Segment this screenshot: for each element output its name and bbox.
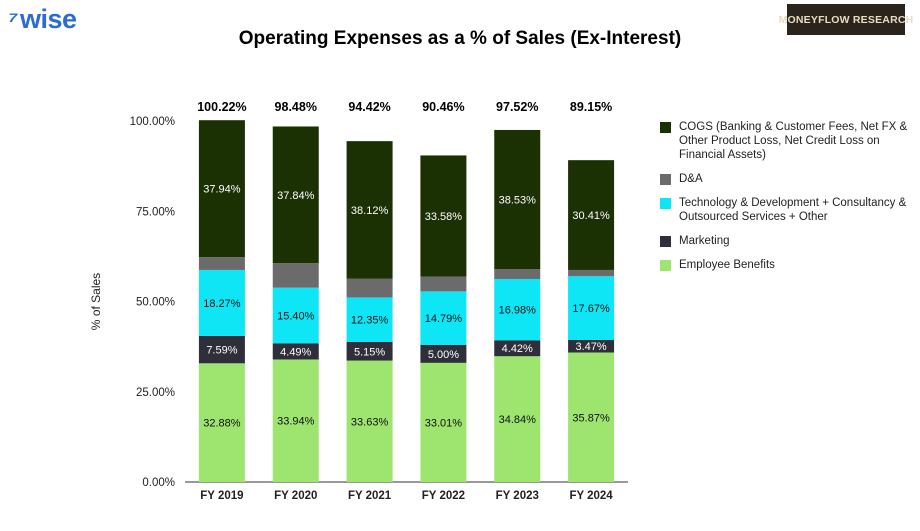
bar-segment bbox=[272, 343, 319, 360]
x-tick-label: FY 2022 bbox=[422, 490, 465, 502]
y-tick-label: 25.00% bbox=[136, 387, 175, 399]
wise-logo: ⁷ wise bbox=[8, 4, 77, 35]
total-label: 94.42% bbox=[348, 100, 390, 114]
data-label: 38.12% bbox=[351, 205, 389, 217]
legend-label: Technology & Development + Consultancy &… bbox=[679, 197, 907, 223]
legend-swatch bbox=[660, 260, 671, 271]
bar-segment bbox=[346, 141, 393, 279]
legend-item: Technology & Development + Consultancy &… bbox=[660, 196, 910, 224]
bar-segment bbox=[272, 126, 319, 264]
bar-segment bbox=[198, 269, 245, 336]
bar-segment bbox=[494, 278, 541, 341]
x-tick-label: FY 2023 bbox=[496, 490, 539, 502]
bar-segment bbox=[420, 276, 467, 292]
total-label: 98.48% bbox=[275, 100, 317, 114]
wise-logo-text: wise bbox=[19, 4, 77, 34]
data-label: 14.79% bbox=[425, 313, 463, 325]
data-label: 33.01% bbox=[425, 417, 463, 429]
y-tick-label: 0.00% bbox=[142, 477, 175, 489]
total-label: 97.52% bbox=[496, 100, 538, 114]
bar-segment bbox=[494, 340, 541, 357]
data-label: 33.58% bbox=[425, 211, 463, 223]
data-label: 5.00% bbox=[428, 349, 459, 361]
x-tick-label: FY 2024 bbox=[569, 490, 613, 502]
y-tick-label: 50.00% bbox=[136, 297, 175, 309]
bar-segment bbox=[494, 129, 541, 270]
total-label: 89.15% bbox=[570, 100, 612, 114]
data-label: 17.67% bbox=[572, 303, 610, 315]
chart-title: Operating Expenses as a % of Sales (Ex-I… bbox=[238, 28, 682, 49]
legend-swatch bbox=[660, 236, 671, 247]
bar-segment bbox=[568, 339, 615, 353]
bar-segment bbox=[568, 160, 615, 270]
bar-segment bbox=[494, 356, 541, 482]
legend-swatch bbox=[660, 198, 671, 209]
x-tick-label: FY 2020 bbox=[274, 490, 317, 502]
legend-label: COGS (Banking & Customer Fees, Net FX & … bbox=[679, 121, 908, 161]
moneyflow-logo: MONEYFLOW RESEARCH bbox=[779, 4, 913, 35]
legend-swatch bbox=[660, 122, 671, 133]
y-tick-label: 75.00% bbox=[136, 206, 175, 218]
legend-swatch bbox=[660, 174, 671, 185]
data-label: 37.84% bbox=[277, 190, 315, 202]
data-label: 4.49% bbox=[280, 346, 311, 358]
bar-segment bbox=[346, 278, 393, 298]
data-label: 38.53% bbox=[499, 194, 537, 206]
bar-segment bbox=[568, 352, 615, 482]
data-label: 4.42% bbox=[502, 343, 533, 355]
wise-flag-icon: ⁷ bbox=[8, 4, 18, 34]
legend-item: Marketing bbox=[660, 234, 910, 248]
legend-label: Employee Benefits bbox=[679, 259, 775, 271]
total-label: 100.22% bbox=[197, 100, 246, 114]
y-axis-label: % of Sales bbox=[89, 273, 103, 330]
bar-segment bbox=[272, 359, 319, 482]
bar-segment bbox=[198, 363, 245, 482]
data-label: 32.88% bbox=[203, 418, 241, 430]
data-label: 7.59% bbox=[206, 345, 237, 357]
bar-segment bbox=[346, 360, 393, 482]
data-label: 35.87% bbox=[572, 412, 610, 424]
bar-segment bbox=[272, 287, 319, 344]
bar-segment bbox=[272, 263, 319, 288]
legend-label: Marketing bbox=[679, 235, 730, 247]
bar-segment bbox=[346, 297, 393, 343]
chart-legend: COGS (Banking & Customer Fees, Net FX & … bbox=[660, 120, 910, 282]
data-label: 34.84% bbox=[499, 414, 537, 426]
data-label: 3.47% bbox=[575, 341, 606, 353]
data-label: 33.94% bbox=[277, 416, 315, 428]
data-label: 15.40% bbox=[277, 310, 315, 322]
data-label: 37.94% bbox=[203, 184, 241, 196]
bar-segment bbox=[420, 344, 467, 363]
bar-segment bbox=[420, 362, 467, 482]
bar-segment bbox=[198, 335, 245, 364]
legend-item: D&A bbox=[660, 172, 910, 186]
legend-label: D&A bbox=[679, 173, 703, 185]
data-label: 18.27% bbox=[203, 298, 241, 310]
bar-segment bbox=[568, 269, 615, 277]
data-label: 5.15% bbox=[354, 346, 385, 358]
x-tick-label: FY 2019 bbox=[200, 490, 243, 502]
bar-segment bbox=[346, 342, 393, 361]
legend-item: Employee Benefits bbox=[660, 258, 910, 272]
bar-segment bbox=[420, 155, 467, 277]
data-label: 12.35% bbox=[351, 315, 389, 327]
data-label: 16.98% bbox=[499, 305, 537, 317]
total-label: 90.46% bbox=[422, 100, 464, 114]
bar-segment bbox=[568, 276, 615, 340]
bar-segment bbox=[198, 120, 245, 258]
legend-item: COGS (Banking & Customer Fees, Net FX & … bbox=[660, 120, 910, 162]
data-label: 30.41% bbox=[572, 210, 610, 222]
bar-segment bbox=[420, 291, 467, 345]
x-tick-label: FY 2021 bbox=[348, 490, 392, 502]
bar-segment bbox=[198, 257, 245, 270]
y-tick-label: 100.00% bbox=[130, 116, 175, 128]
data-label: 33.63% bbox=[351, 416, 389, 428]
bar-segment bbox=[494, 269, 541, 279]
